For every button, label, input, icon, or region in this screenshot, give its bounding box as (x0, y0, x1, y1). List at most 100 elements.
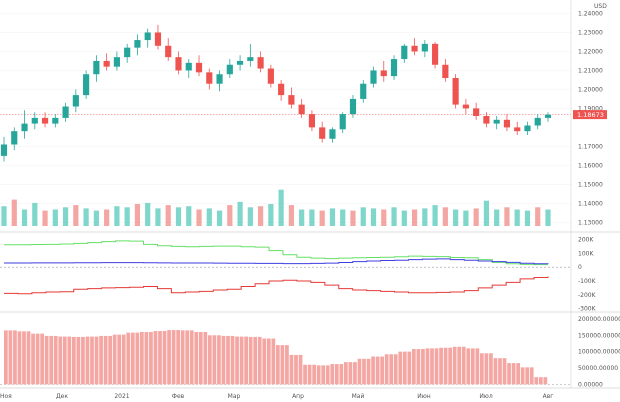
indicator-histogram-axis[interactable]: 200000.00000 150000.00000 100000.00000 5000… (570, 312, 620, 388)
histogram-tick-label: 0.00000 (578, 381, 603, 388)
volume-bar (145, 202, 151, 226)
histogram-bar (334, 364, 339, 385)
candle-body (154, 32, 162, 46)
candle (144, 28, 151, 48)
histogram-bar (402, 351, 407, 385)
histogram-bar (412, 349, 416, 385)
histogram-bar (416, 349, 421, 385)
histogram-bar (430, 348, 434, 385)
volume-bar (32, 202, 38, 226)
candle (185, 59, 192, 79)
histogram-bar (498, 358, 502, 385)
histogram-bar (452, 346, 457, 385)
indicator-lines-panel[interactable] (0, 240, 571, 295)
histogram-tick-label: 200000.00000 (578, 316, 620, 323)
volume-bar (504, 207, 510, 226)
volume-bar (494, 209, 500, 226)
candle-body (308, 114, 316, 128)
candle (41, 112, 49, 128)
histogram-bar (276, 345, 280, 385)
histogram-bar (81, 336, 85, 385)
candle-body (411, 45, 418, 52)
price-tick-label: 1.23000 (578, 29, 603, 36)
volume-bar (216, 210, 223, 226)
candle-body (514, 127, 521, 132)
indicator-tick-label: -300K (578, 306, 597, 313)
candle (329, 127, 336, 143)
time-axis[interactable]: Ноя Дек 2021 Фев Мар Апр Май Июн Июл Авг (0, 393, 553, 400)
candle-body (195, 62, 203, 73)
histogram-bar (130, 332, 135, 385)
volume-bar (401, 210, 407, 226)
histogram-bar (144, 332, 149, 385)
indicator-lines-axis[interactable]: 200K 100K 0 -100K -200K -300K (570, 232, 597, 313)
price-panel[interactable] (0, 13, 571, 226)
candle-body (534, 117, 541, 126)
volume-bar (104, 209, 110, 226)
volume-bar (514, 209, 520, 226)
histogram-bar (321, 365, 326, 385)
candle-body (288, 95, 295, 105)
histogram-bar (94, 336, 99, 385)
histogram-bar (239, 336, 244, 385)
histogram-bar (208, 335, 212, 385)
candle (370, 66, 377, 88)
candle (11, 127, 18, 151)
histogram-bar (475, 348, 480, 385)
histogram-bar (457, 346, 462, 385)
candle-body (144, 32, 151, 41)
candle-body (236, 60, 244, 65)
volume-bar (11, 199, 17, 226)
candle (308, 110, 316, 132)
candle (503, 114, 511, 132)
volume-bar (93, 210, 99, 226)
histogram-bar (353, 362, 357, 385)
histogram-bar (185, 330, 190, 385)
histogram-bar (72, 336, 76, 385)
histogram-bar (312, 364, 316, 385)
volume-bar (21, 209, 28, 226)
volume-bar (134, 204, 141, 226)
indicator-line-green (4, 240, 548, 266)
candle (236, 55, 244, 71)
histogram-bar (158, 331, 162, 385)
histogram-bar (380, 356, 384, 385)
histogram-bar (389, 354, 394, 385)
volume-bar (165, 205, 171, 226)
candle (21, 110, 28, 139)
volume-bar (360, 207, 366, 226)
candle (380, 60, 387, 82)
candle-body (483, 116, 490, 124)
histogram-bar (307, 364, 312, 385)
histogram-bar (221, 335, 226, 385)
volume-bar (258, 206, 264, 226)
candle (462, 98, 469, 115)
candle (72, 89, 79, 113)
indicator-histogram-panel[interactable] (0, 330, 571, 385)
histogram-bar (493, 358, 498, 385)
histogram-bar (112, 334, 117, 385)
histogram-bar (76, 336, 81, 385)
candle (421, 40, 428, 58)
price-axis[interactable]: USD 1.24000 1.23000 1.22000 1.21000 1.20000 1… (570, 0, 607, 232)
histogram-bar (425, 348, 430, 385)
histogram-bar (344, 362, 348, 385)
candle (534, 114, 541, 130)
histogram-bar (384, 354, 389, 385)
histogram-bar (140, 332, 144, 385)
candle (411, 38, 418, 56)
volume-bar (52, 209, 58, 226)
volume-bar (524, 210, 531, 226)
indicator-tick-label: -100K (578, 278, 597, 285)
histogram-bar (516, 363, 520, 385)
candle-body (493, 119, 500, 124)
volume-bar (73, 205, 79, 226)
candle-body (380, 70, 387, 77)
volume-bar (545, 209, 551, 226)
candle (401, 43, 408, 63)
histogram-bar (520, 367, 525, 385)
candle (195, 55, 203, 77)
candle-body (226, 64, 233, 75)
histogram-bar (58, 336, 63, 385)
candle-body (442, 64, 449, 79)
